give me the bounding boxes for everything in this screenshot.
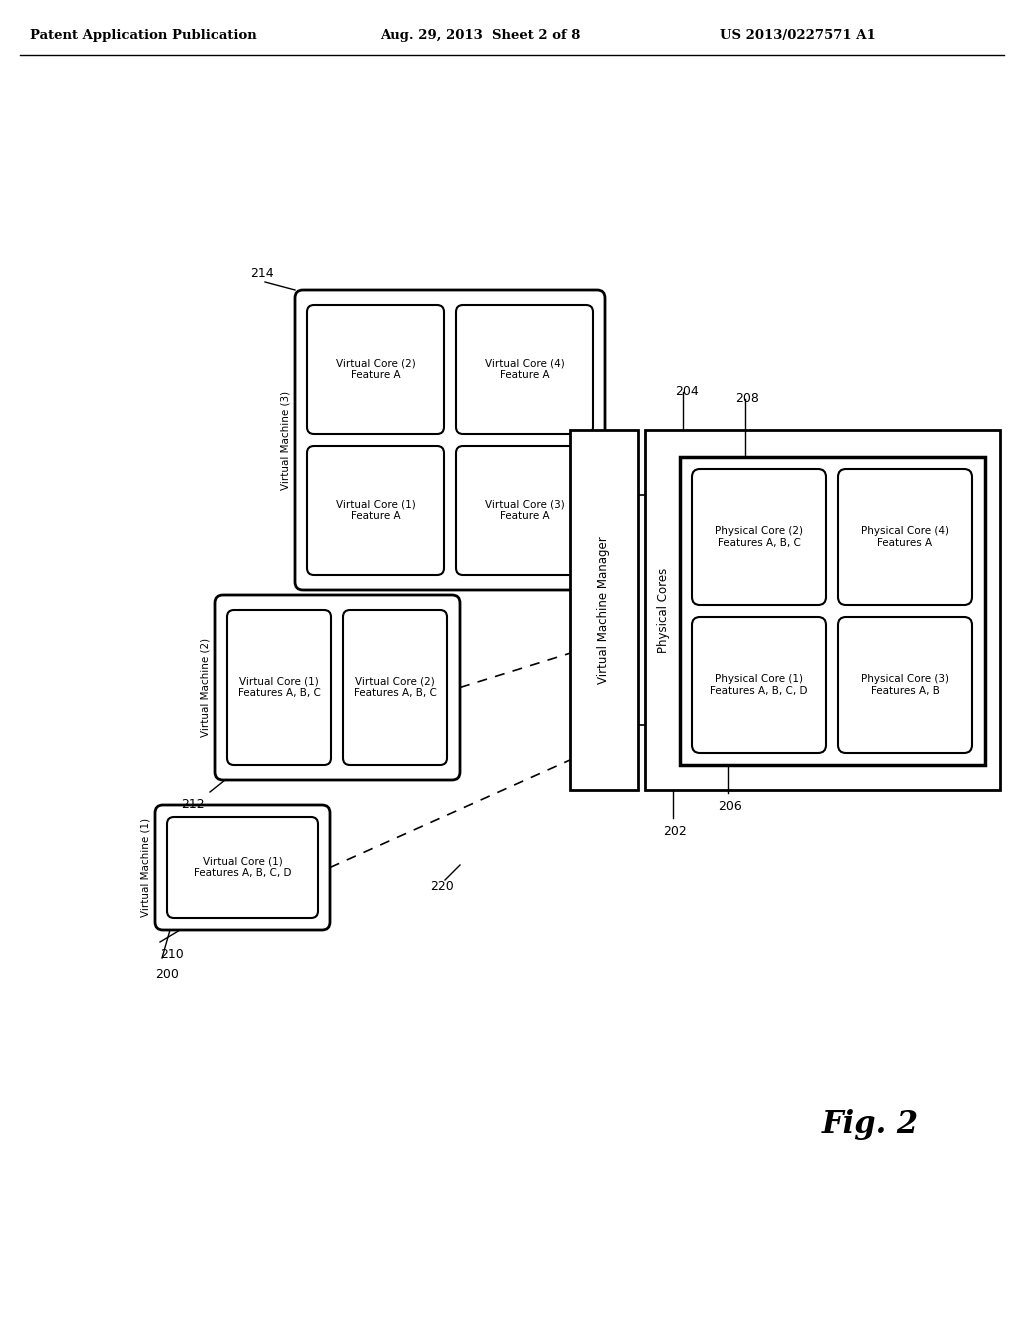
Text: Virtual Core (2)
Feature A: Virtual Core (2) Feature A [336,359,416,380]
Text: 212: 212 [181,799,205,810]
Text: 202: 202 [663,825,687,838]
Text: Fig. 2: Fig. 2 [821,1110,919,1140]
Text: Aug. 29, 2013  Sheet 2 of 8: Aug. 29, 2013 Sheet 2 of 8 [380,29,581,41]
FancyBboxPatch shape [307,446,444,576]
Text: Virtual Machine (3): Virtual Machine (3) [281,391,291,490]
Text: 208: 208 [735,392,759,405]
Text: Virtual Core (1)
Feature A: Virtual Core (1) Feature A [336,500,416,521]
Text: Virtual Machine (1): Virtual Machine (1) [141,818,151,917]
FancyBboxPatch shape [155,805,330,931]
FancyBboxPatch shape [215,595,460,780]
Text: Physical Cores: Physical Cores [656,568,670,652]
Text: Patent Application Publication: Patent Application Publication [30,29,257,41]
FancyBboxPatch shape [692,469,826,605]
Text: 210: 210 [160,948,183,961]
Text: Virtual Core (1)
Features A, B, C: Virtual Core (1) Features A, B, C [238,677,321,698]
Text: 206: 206 [718,800,741,813]
Text: Virtual Core (4)
Feature A: Virtual Core (4) Feature A [484,359,564,380]
Text: 214: 214 [250,267,273,280]
Text: Physical Core (4)
Features A: Physical Core (4) Features A [861,527,949,548]
FancyBboxPatch shape [295,290,605,590]
Text: 200: 200 [155,968,179,981]
Bar [570,430,638,789]
FancyBboxPatch shape [456,305,593,434]
Text: Physical Core (3)
Features A, B: Physical Core (3) Features A, B [861,675,949,696]
FancyBboxPatch shape [692,616,826,752]
Text: Virtual Core (1)
Features A, B, C, D: Virtual Core (1) Features A, B, C, D [194,857,291,878]
FancyBboxPatch shape [167,817,318,917]
Text: US 2013/0227571 A1: US 2013/0227571 A1 [720,29,876,41]
Text: Virtual Machine (2): Virtual Machine (2) [201,638,211,737]
FancyBboxPatch shape [838,469,972,605]
Text: Physical Core (1)
Features A, B, C, D: Physical Core (1) Features A, B, C, D [711,675,808,696]
Text: Virtual Machine Manager: Virtual Machine Manager [597,536,610,684]
Bar [645,430,1000,789]
FancyBboxPatch shape [838,616,972,752]
FancyBboxPatch shape [343,610,447,766]
Text: Virtual Core (2)
Features A, B, C: Virtual Core (2) Features A, B, C [353,677,436,698]
Text: Physical Core (2)
Features A, B, C: Physical Core (2) Features A, B, C [715,527,803,548]
Text: Virtual Core (3)
Feature A: Virtual Core (3) Feature A [484,500,564,521]
Text: 220: 220 [430,880,454,894]
FancyBboxPatch shape [307,305,444,434]
Bar [680,457,985,766]
FancyBboxPatch shape [227,610,331,766]
FancyBboxPatch shape [456,446,593,576]
Text: 204: 204 [675,385,698,399]
